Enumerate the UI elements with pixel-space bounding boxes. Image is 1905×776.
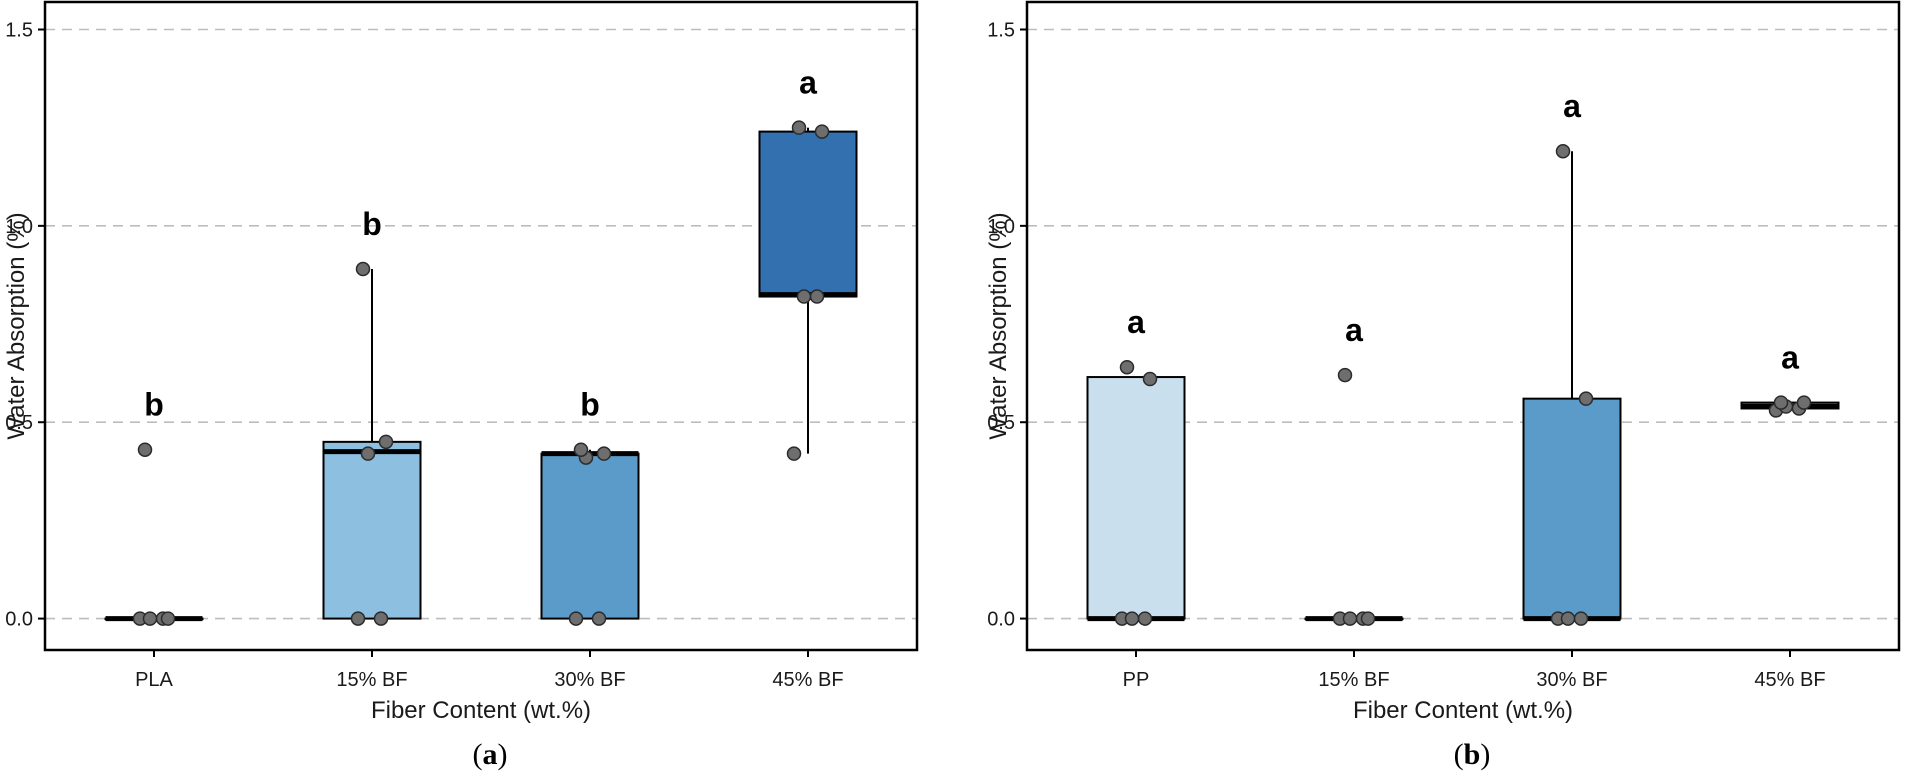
y-tick-label: 0.0 [5,609,33,631]
y-axis-title: Water Absorption (%) [985,212,1012,439]
y-tick-label: 1.5 [987,19,1015,41]
data-point [1342,611,1358,626]
panel-label-letter: a [483,738,498,771]
data-point [1578,391,1594,406]
data-point [573,442,589,457]
data-point [1560,611,1576,626]
y-tick-label: 1.0 [987,216,1015,238]
significance-label: b [580,387,600,423]
significance-label: a [1563,88,1581,124]
significance-label: a [799,65,817,101]
data-point [786,446,802,461]
x-tick-label: 30% BF [1536,669,1607,691]
data-point [1142,371,1158,387]
data-point [142,611,158,626]
data-point [1124,611,1140,626]
plot-frame [43,0,919,652]
panel-label-letter: b [1464,738,1481,771]
data-point [791,120,807,135]
data-point [1773,395,1789,410]
data-point [1119,359,1135,375]
data-point [591,611,607,626]
x-tick-label: PLA [135,669,173,691]
y-tick-label: 0.5 [5,412,33,434]
y-axis-title: Water Absorption (%) [3,212,30,439]
significance-label: a [1345,312,1363,348]
y-tick-label: 1.5 [5,19,33,41]
panel-label: (b) [1454,738,1491,771]
plot-frame [1025,0,1901,652]
data-point [814,124,830,139]
data-point [360,446,376,461]
box-45-bf [758,130,858,298]
panel-label: (a) [473,738,508,771]
panel-a: 0.0 0.5 1.0 1.5 b PLA b 15% BF b 30% BF a 45% BF Fib… [3,0,919,771]
panel-label-close-paren: ) [498,738,508,771]
x-tick-label: 45% BF [772,669,843,691]
box-15-bf [322,440,422,620]
panel-label-open-paren: ( [473,738,483,771]
data-point [568,611,584,626]
data-point [1555,143,1571,159]
x-tick-label: 30% BF [554,669,625,691]
y-tick-label: 0.5 [987,412,1015,434]
panel-label-close-paren: ) [1480,738,1490,771]
x-tick-label: 15% BF [336,669,407,691]
x-tick-label: PP [1123,669,1150,691]
y-tick-label: 0.0 [987,609,1015,631]
data-point [1573,611,1589,626]
x-tick-label: 15% BF [1318,669,1389,691]
data-point [1337,367,1353,383]
data-point [373,611,389,626]
y-tick-label: 1.0 [5,216,33,238]
x-axis-title: Fiber Content (wt.%) [371,697,591,724]
data-point [1360,611,1376,626]
data-point [809,289,825,304]
data-point [796,289,812,304]
box-30-bf [540,452,640,620]
data-point [1796,395,1812,410]
data-point [160,611,176,626]
panel-label-open-paren: ( [1454,738,1464,771]
data-point [355,261,371,277]
x-tick-label: 45% BF [1754,669,1825,691]
data-point [596,446,612,461]
box-pp [1086,376,1186,620]
significance-label: b [144,387,164,423]
data-point [378,434,394,450]
box-30-bf [1522,397,1622,620]
panel-b: 0.0 0.5 1.0 1.5 a PP a 15% BF a 30% BF a 45% BF Fibe… [985,0,1901,771]
significance-label: a [1781,340,1799,376]
data-point [1137,611,1153,626]
data-point [137,442,153,457]
data-point [350,611,366,626]
significance-label: b [362,206,382,242]
x-axis-title: Fiber Content (wt.%) [1353,697,1573,724]
significance-label: a [1127,304,1145,340]
